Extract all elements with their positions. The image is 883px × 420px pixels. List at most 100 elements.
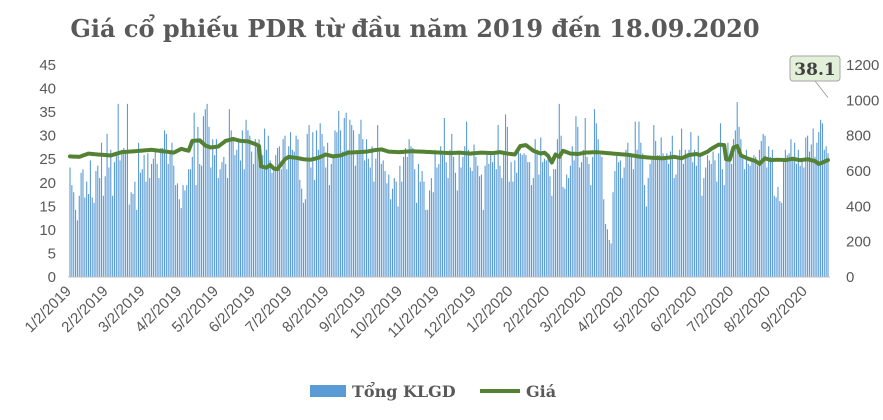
- volume-bar: [136, 209, 138, 277]
- volume-bar: [571, 146, 573, 277]
- volume-bar: [286, 169, 288, 277]
- volume-bar: [236, 149, 238, 277]
- volume-bar: [249, 135, 251, 277]
- volume-bar: [480, 174, 482, 277]
- volume-bar: [152, 158, 154, 277]
- volume-bar: [601, 156, 603, 277]
- volume-bar: [427, 209, 429, 277]
- volume-bar: [393, 178, 395, 277]
- volume-bar: [466, 121, 468, 277]
- volume-bar: [618, 162, 620, 277]
- volume-bar: [753, 155, 755, 277]
- volume-bar: [271, 172, 273, 277]
- right-tick-label: 1000: [846, 92, 879, 109]
- volume-bar: [716, 181, 718, 277]
- volume-bar: [108, 167, 110, 277]
- volume-bar: [736, 102, 738, 277]
- volume-bar: [315, 130, 318, 277]
- left-tick-label: 35: [39, 104, 56, 121]
- volume-bar: [447, 178, 449, 277]
- volume-bar: [132, 193, 134, 277]
- volume-bar: [349, 119, 351, 278]
- volume-bar: [145, 181, 147, 277]
- volume-bar: [655, 140, 657, 277]
- volume-bar: [73, 192, 75, 277]
- volume-bar: [593, 109, 596, 277]
- volume-bar: [660, 137, 662, 277]
- legend-swatch-volume: [310, 385, 346, 397]
- volume-bar: [188, 169, 190, 277]
- volume-bar: [156, 163, 158, 277]
- right-axis: 0 200 400 600 800 1000 1200: [846, 57, 879, 286]
- volume-bar: [525, 155, 527, 277]
- volume-bar: [744, 169, 746, 277]
- volume-bar: [423, 181, 425, 277]
- volume-bar: [367, 158, 369, 277]
- volume-bar: [454, 172, 457, 277]
- volume-bar: [388, 174, 390, 277]
- volume-bar: [436, 167, 438, 277]
- volume-bar: [330, 163, 332, 277]
- volume-bar: [128, 204, 130, 277]
- volume-bar: [569, 165, 571, 277]
- volume-bar: [264, 128, 266, 277]
- volume-bar: [823, 149, 825, 277]
- volume-bar: [239, 160, 242, 277]
- volume-bar: [199, 163, 201, 277]
- volume-bar: [289, 132, 292, 277]
- volume-bar: [493, 155, 495, 277]
- right-tick-label: 800: [846, 128, 871, 145]
- callout-label: 38.1: [794, 60, 835, 80]
- volume-bar: [262, 155, 264, 277]
- volume-bar: [310, 167, 312, 277]
- volume-bar: [184, 190, 186, 277]
- volume-bar: [84, 197, 86, 277]
- volume-bar: [595, 123, 597, 277]
- volume-bar: [575, 116, 577, 277]
- right-tick-label: 0: [846, 269, 854, 286]
- volume-bar: [252, 163, 255, 277]
- volume-bar: [182, 185, 184, 277]
- volume-bar: [605, 224, 607, 277]
- volume-bar: [421, 171, 423, 277]
- volume-bar: [87, 193, 90, 277]
- volume-bar: [234, 155, 236, 277]
- volume-bar: [195, 185, 197, 277]
- volume-bar: [555, 169, 557, 277]
- volume-bar: [612, 192, 614, 277]
- volume-bar: [755, 156, 757, 277]
- volume-bar: [430, 178, 432, 277]
- volume-bar: [794, 142, 796, 277]
- volume-bar: [191, 156, 193, 277]
- volume-bar: [547, 155, 549, 277]
- volume-bar: [682, 163, 684, 277]
- volume-bar: [818, 132, 820, 277]
- volume-bar: [175, 185, 177, 277]
- volume-bar: [291, 149, 293, 277]
- volume-bar: [82, 169, 84, 277]
- volume-bar: [432, 192, 434, 277]
- volume-bar: [126, 103, 128, 278]
- volume-bar: [69, 167, 71, 277]
- volume-bar: [173, 165, 175, 277]
- volume-bar: [238, 139, 240, 277]
- volume-bar: [251, 151, 253, 277]
- left-tick-label: 15: [39, 198, 56, 215]
- volume-bar: [792, 156, 794, 277]
- volume-bar: [89, 160, 91, 277]
- volume-bar: [102, 195, 104, 277]
- volume-bar: [167, 163, 169, 277]
- volume-bar: [827, 153, 829, 277]
- left-tick-label: 30: [39, 128, 56, 145]
- volume-bar: [115, 151, 117, 277]
- volume-bar: [580, 162, 583, 277]
- volume-bar: [795, 163, 798, 277]
- volume-bar: [93, 202, 95, 277]
- volume-bar: [686, 153, 688, 277]
- volume-bar: [749, 165, 751, 277]
- volume-bar: [740, 139, 742, 277]
- volume-bar: [399, 165, 401, 277]
- volume-bar: [380, 163, 382, 277]
- volume-bar: [130, 192, 132, 277]
- volume-bar: [186, 185, 188, 277]
